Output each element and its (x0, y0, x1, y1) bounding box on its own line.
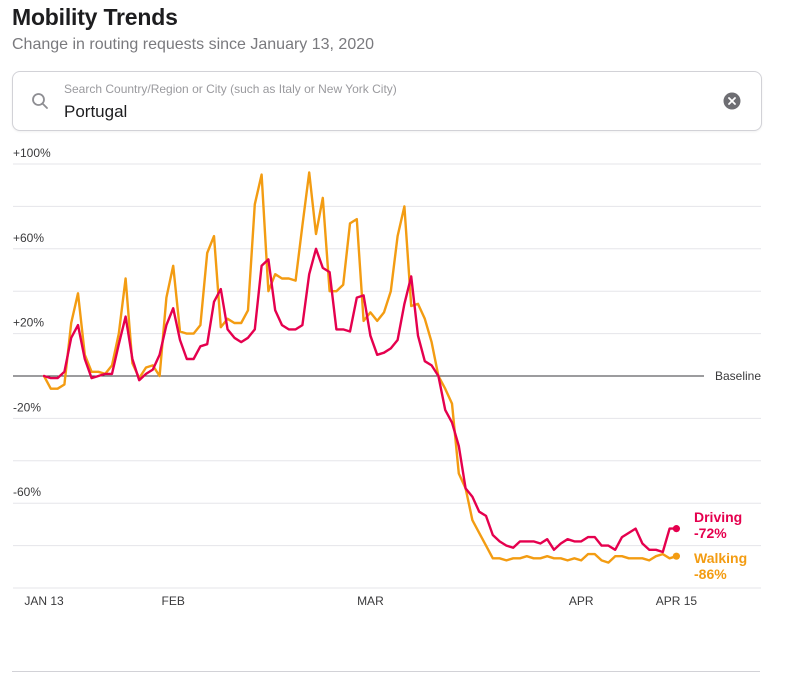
series-end-value: -86% (694, 566, 727, 582)
page-subtitle: Change in routing requests since January… (12, 36, 375, 53)
y-tick-label: +20% (13, 316, 44, 330)
series-name-label: Driving (694, 509, 742, 525)
series-name-label: Walking (694, 550, 747, 566)
series-line-driving (42, 247, 678, 554)
series-line-walking (42, 171, 678, 564)
series-end-dot-driving (672, 525, 681, 533)
y-tick-label: -60% (13, 485, 41, 499)
x-tick-label: JAN 13 (24, 594, 64, 608)
series-end-dot-walking (672, 552, 681, 560)
clear-icon[interactable] (723, 92, 741, 115)
y-tick-label: +60% (13, 231, 44, 245)
page-title: Mobility Trends (12, 4, 178, 30)
search-placeholder: Search Country/Region or City (such as I… (64, 82, 397, 96)
x-tick-label: MAR (357, 594, 384, 608)
search-input[interactable]: Portugal (64, 102, 128, 121)
search-box[interactable]: Search Country/Region or City (such as I… (12, 71, 762, 131)
baseline-label: Baseline (715, 369, 761, 383)
mobility-chart: +100% +60% +20% -20% -60% Baseline JAN 13 FEB MA… (13, 146, 761, 608)
x-tick-label: APR (569, 594, 594, 608)
series-end-value: -72% (694, 525, 727, 541)
y-tick-label: -20% (13, 400, 41, 414)
x-tick-label: FEB (162, 594, 185, 608)
y-tick-label: +100% (13, 146, 51, 160)
x-tick-label: APR 15 (656, 594, 698, 608)
footer-divider (12, 671, 760, 672)
search-icon (31, 92, 49, 115)
